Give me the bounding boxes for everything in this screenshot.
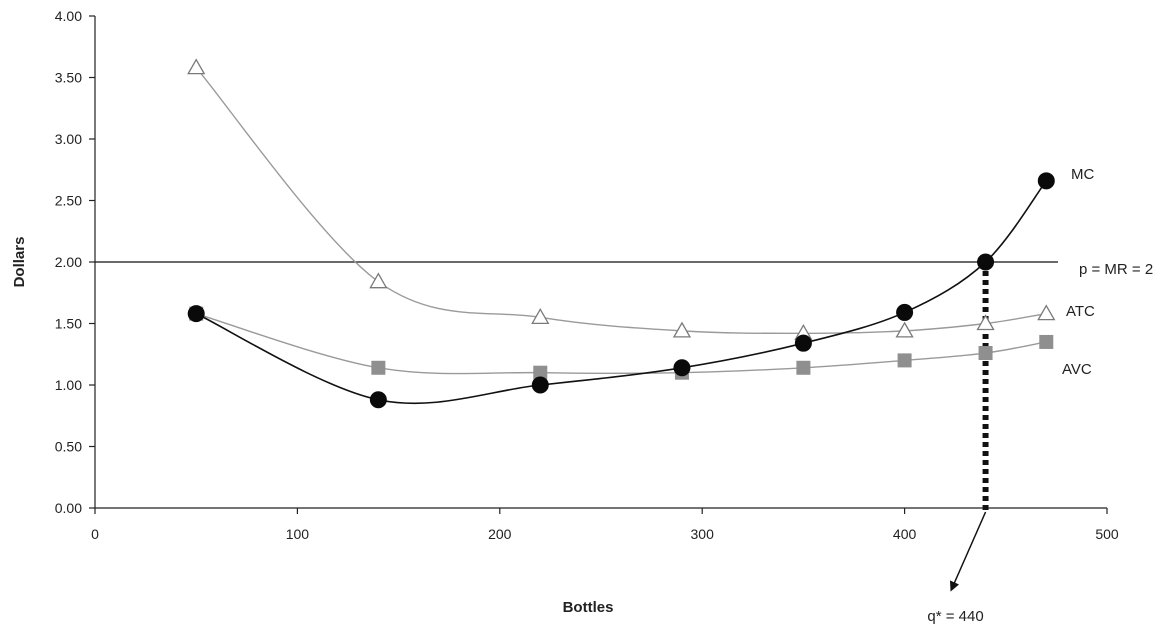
- y-tick-label: 0.00: [55, 500, 82, 516]
- series-lines: [195, 67, 1047, 405]
- y-tick-label: 2.00: [55, 254, 82, 270]
- mc-marker: [187, 305, 205, 323]
- y-tick-label: 4.00: [55, 8, 82, 24]
- y-tick-label: 0.50: [55, 439, 82, 455]
- mc-marker: [794, 334, 812, 352]
- y-tick-label: 2.50: [55, 193, 82, 209]
- y-tick-label: 3.00: [55, 131, 82, 147]
- avc-marker: [796, 360, 811, 375]
- atc-marker: [976, 314, 995, 331]
- axes: 0.00 0.50 1.00 1.50 2.00 2.50 3.00 3.50 4.00 0 100…: [55, 8, 1119, 542]
- y-tick-label: 1.00: [55, 377, 82, 393]
- atc-marker: [531, 308, 550, 324]
- x-tick-label: 300: [691, 526, 715, 542]
- optimum-quantity-label: q* = 440: [927, 608, 983, 625]
- x-tick-label: 500: [1095, 526, 1119, 542]
- mc-marker: [369, 391, 387, 409]
- price-line-label: p = MR = 2: [1079, 261, 1153, 278]
- series-markers: [187, 58, 1056, 409]
- y-tick-label: 1.50: [55, 316, 82, 332]
- chart-labels: Bottles Dollars p = MR = 2 q* = 440 ATC A…: [11, 166, 1153, 625]
- mc-marker: [1037, 172, 1055, 190]
- reference-lines: [95, 261, 1058, 592]
- mc-line: [195, 180, 1047, 405]
- atc-marker: [369, 272, 388, 289]
- x-axis-title: Bottles: [563, 599, 614, 616]
- atc-marker: [895, 321, 914, 338]
- atc-line: [195, 67, 1047, 335]
- y-axis-title: Dollars: [11, 237, 28, 288]
- mc-marker: [896, 303, 914, 321]
- x-tick-label: 400: [893, 526, 917, 542]
- x-tick-label: 100: [286, 526, 310, 542]
- mc-marker: [531, 376, 549, 394]
- avc-marker: [371, 360, 386, 375]
- x-tick-label: 200: [488, 526, 512, 542]
- atc-marker: [1037, 304, 1056, 321]
- avc-marker: [897, 353, 912, 368]
- avc-series-label: AVC: [1062, 361, 1092, 378]
- mc-series-label: MC: [1071, 166, 1094, 183]
- mc-marker: [673, 359, 691, 377]
- avc-marker: [1039, 334, 1054, 349]
- atc-series-label: ATC: [1066, 303, 1095, 320]
- optimum-arrow: [949, 511, 987, 592]
- atc-marker: [672, 321, 692, 338]
- avc-line: [196, 312, 1047, 375]
- atc-marker: [187, 58, 206, 75]
- mc-marker: [977, 253, 995, 271]
- x-tick-label: 0: [91, 526, 99, 542]
- y-tick-label: 3.50: [55, 70, 82, 86]
- avc-marker: [978, 346, 993, 361]
